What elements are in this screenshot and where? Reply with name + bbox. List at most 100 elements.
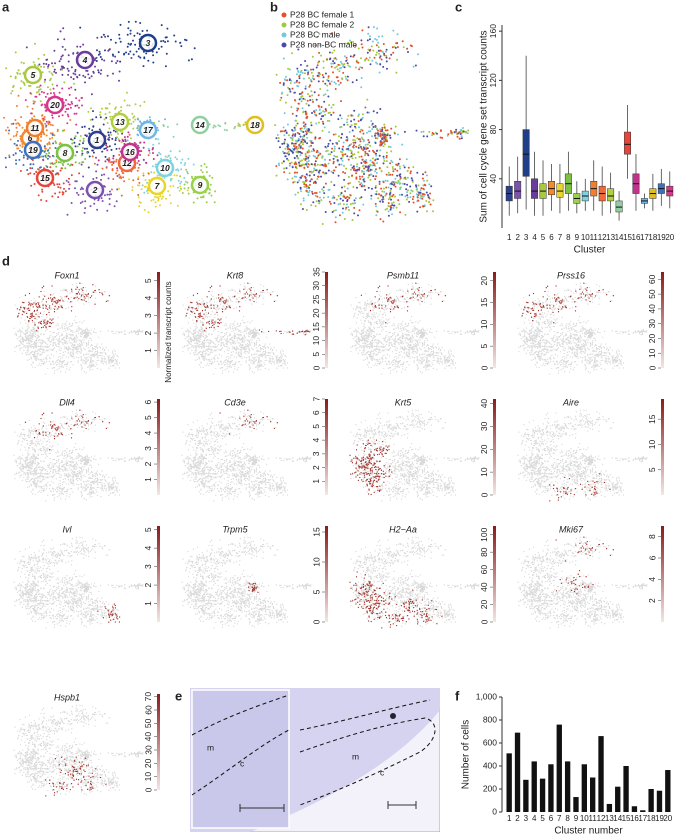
box [514, 180, 522, 199]
gene-name: Trpm5 [222, 524, 248, 534]
cluster-label: 1 [95, 135, 100, 145]
colorbar-tick-label: 40 [647, 304, 657, 314]
colorbar [493, 399, 496, 495]
colorbar-tick-label: 10 [143, 772, 153, 782]
bar [648, 789, 654, 812]
cluster-marker [245, 115, 265, 135]
box [548, 180, 555, 196]
colorbar-tick-label: 4 [143, 430, 153, 435]
cluster-marker [87, 130, 107, 150]
cell-points [181, 536, 312, 629]
colorbar [157, 526, 160, 622]
colorbar-tick-label: 1 [143, 477, 153, 482]
cluster-label: 14 [195, 120, 205, 130]
panel-label: a [2, 0, 10, 14]
x-tick-label: 13 [605, 814, 614, 823]
colorbar-tick-label: 30 [647, 319, 657, 329]
y-tick-label: 200 [483, 783, 497, 793]
x-tick-label: 5 [541, 233, 546, 242]
colorbar-tick-label: 5 [143, 415, 153, 420]
panel-label: d [2, 253, 10, 268]
colorbar-tick-label: 0 [647, 365, 657, 370]
colorbar [157, 399, 160, 495]
colorbar-tick-label: 35 [311, 267, 321, 277]
x-tick-label: 3 [524, 814, 529, 823]
cluster-label: 10 [160, 163, 170, 173]
y-tick-label: 120 [488, 73, 498, 87]
cell-points [350, 536, 480, 628]
colorbar [157, 694, 160, 790]
colorbar-tick-label: 0 [311, 365, 321, 370]
cluster-label: 11 [31, 123, 40, 133]
colorbar [325, 272, 328, 368]
gene-name: Krt8 [227, 270, 244, 280]
inset-label: c [240, 758, 245, 768]
cluster-marker [75, 50, 95, 70]
x-tick-label: 17 [640, 233, 649, 242]
gene-name: Mki67 [559, 524, 584, 534]
colorbar-tick-label: 10 [647, 439, 657, 449]
colorbar-tick-label: 5 [143, 527, 153, 532]
x-tick-label: 2 [515, 233, 520, 242]
colorbar-tick-label: 15 [311, 322, 321, 332]
y-tick-label: 160 [488, 24, 498, 38]
cell-points [219, 409, 278, 435]
colorbar-tick-label: 30 [143, 745, 153, 755]
x-tick-label: 6 [549, 814, 554, 823]
x-tick-label: 6 [549, 233, 554, 242]
image-label: m [352, 751, 359, 761]
colorbar-tick-label: 10 [647, 348, 657, 358]
legend-swatch [281, 42, 287, 48]
cell-points [548, 473, 611, 502]
cluster-label: 2 [92, 185, 98, 195]
colorbar-tick-label: 60 [647, 274, 657, 284]
colorbar-tick-label: 15 [311, 527, 321, 537]
colorbar [661, 272, 664, 368]
cell-points [24, 409, 110, 451]
colorbar-tick-label: 5 [143, 278, 153, 283]
cluster-label: 9 [198, 180, 203, 190]
x-tick-label: 10 [580, 814, 589, 823]
bar [564, 761, 571, 812]
gene-name: Psmb11 [387, 270, 419, 280]
bar [640, 810, 646, 812]
y-tick-label: 80 [488, 125, 498, 135]
cluster-marker [110, 112, 130, 132]
colorbar-tick-label: 70 [143, 692, 153, 702]
colorbar [493, 526, 496, 622]
cluster-marker [23, 140, 43, 160]
cell-points [79, 20, 196, 74]
legend-swatch [281, 32, 287, 38]
x-tick-label: 5 [540, 814, 545, 823]
bar [573, 797, 579, 812]
cluster-marker [55, 143, 75, 163]
bar [581, 764, 587, 812]
cluster-label: 7 [155, 181, 161, 191]
colorbar-tick-label: 8 [647, 534, 657, 539]
colorbar-tick-label: 20 [647, 333, 657, 343]
colorbar-tick-label: 20 [311, 308, 321, 318]
colorbar [661, 526, 664, 622]
colorbar-tick-label: 4 [143, 296, 153, 301]
colorbar-tick-label: 80 [479, 547, 489, 557]
x-tick-label: 18 [648, 233, 657, 242]
colorbar-tick-label: 5 [311, 589, 321, 594]
colorbar-tick-label: 5 [647, 467, 657, 472]
cell-points [360, 282, 446, 324]
gene-name: Ivl [63, 524, 73, 534]
colorbar [661, 399, 664, 495]
colorbar [157, 272, 160, 368]
cluster-label: 13 [115, 117, 125, 127]
colorbar-tick-label: 40 [143, 732, 153, 742]
colorbar-tick-label: 2 [647, 598, 657, 603]
y-tick-label: 1,000 [476, 691, 498, 701]
x-tick-label: 12 [597, 814, 606, 823]
box [615, 200, 623, 213]
cell-points [181, 409, 312, 502]
box [607, 188, 615, 202]
x-tick-label: 20 [663, 814, 672, 823]
micrograph [190, 688, 440, 832]
colorbar-tick-label: 15 [647, 414, 657, 424]
x-tick-label: 11 [590, 233, 599, 242]
